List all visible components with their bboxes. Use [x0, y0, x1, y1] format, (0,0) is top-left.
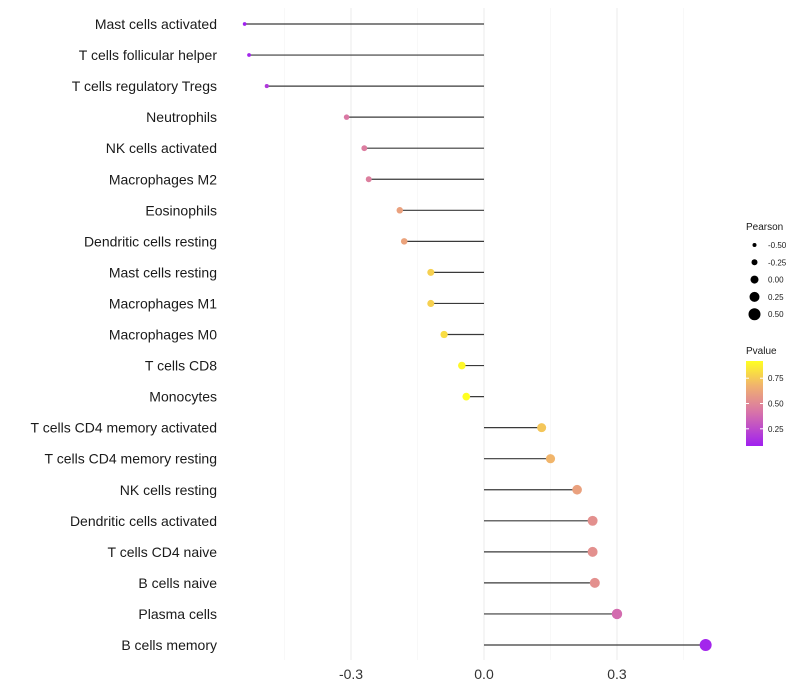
data-point: [611, 608, 623, 620]
data-point: [458, 361, 466, 370]
size-legend-label: 0.50: [768, 310, 784, 319]
x-tick-label: -0.3: [339, 666, 363, 682]
y-axis-label: T cells regulatory Tregs: [72, 78, 217, 94]
data-point: [587, 546, 598, 557]
y-axis-label: B cells memory: [121, 637, 217, 653]
size-legend-label: -0.25: [768, 258, 787, 267]
data-point: [427, 268, 435, 276]
size-legend-label: -0.50: [768, 241, 787, 250]
size-legend-dot: [752, 243, 757, 247]
data-point: [699, 639, 712, 651]
size-legend-dot: [749, 291, 760, 302]
data-point: [587, 515, 598, 526]
size-legend-dot: [748, 308, 761, 321]
data-point: [427, 299, 435, 307]
data-point: [462, 392, 471, 401]
size-legend-dot: [751, 259, 758, 266]
y-axis-label: Eosinophils: [145, 202, 217, 218]
y-axis-label: T cells follicular helper: [79, 47, 218, 63]
y-axis-label: T cells CD8: [145, 358, 217, 374]
y-axis-label: T cells CD4 memory activated: [31, 420, 217, 436]
data-point: [545, 454, 556, 464]
data-point: [365, 176, 372, 183]
size-legend-label: 0.25: [768, 293, 784, 302]
data-point: [361, 145, 368, 152]
lollipop-points: [242, 22, 712, 651]
color-legend: Pvalue 0.75 0.50 0.25: [746, 346, 784, 446]
data-point: [537, 423, 547, 433]
size-legend: Pearson -0.50 -0.25 0.00 0.25 0.50: [746, 222, 787, 321]
y-axis-label: Mast cells resting: [109, 264, 217, 280]
data-point: [242, 22, 247, 26]
size-legend-title: Pearson: [746, 222, 783, 233]
color-legend-label: 0.50: [768, 400, 784, 409]
data-point: [589, 577, 600, 588]
y-axis-label: Dendritic cells resting: [84, 233, 217, 249]
data-point: [440, 330, 448, 339]
color-legend-label: 0.75: [768, 374, 784, 383]
color-legend-bar: [746, 361, 763, 446]
y-axis-label: NK cells activated: [106, 140, 217, 156]
data-point: [247, 53, 251, 57]
y-axis-labels: Mast cells activated T cells follicular h…: [31, 16, 218, 653]
x-tick-label: 0.0: [474, 666, 494, 682]
y-axis-label: NK cells resting: [120, 482, 217, 498]
y-axis-label: Neutrophils: [146, 109, 217, 125]
y-axis-label: Dendritic cells activated: [70, 513, 217, 529]
size-legend-label: 0.00: [768, 276, 784, 285]
y-axis-label: T cells CD4 naive: [108, 544, 218, 560]
y-axis-label: B cells naive: [138, 575, 217, 591]
y-axis-label: Macrophages M1: [109, 295, 217, 311]
x-tick-label: 0.3: [607, 666, 627, 682]
y-axis-label: T cells CD4 memory resting: [45, 451, 217, 467]
y-axis-label: Macrophages M2: [109, 171, 217, 187]
data-point: [572, 484, 582, 495]
data-point: [400, 238, 408, 245]
y-axis-label: Mast cells activated: [95, 16, 217, 32]
y-axis-label: Macrophages M0: [109, 327, 217, 343]
data-point: [396, 207, 404, 214]
x-axis-tick-labels: -0.3 0.0 0.3: [339, 666, 627, 682]
color-legend-label: 0.25: [768, 425, 784, 434]
data-point: [343, 114, 350, 120]
y-axis-label: Plasma cells: [138, 606, 217, 622]
data-point: [264, 84, 269, 89]
color-legend-title: Pvalue: [746, 346, 777, 357]
y-axis-label: Monocytes: [149, 389, 217, 405]
size-legend-dot: [750, 275, 759, 284]
lollipop-stems: [244, 23, 706, 646]
